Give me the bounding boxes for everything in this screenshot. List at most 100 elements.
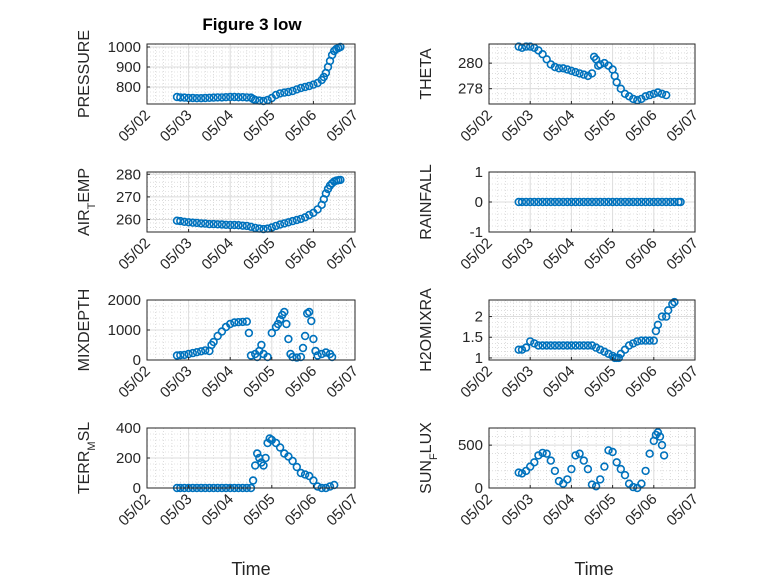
data-point	[563, 65, 572, 74]
data-point	[668, 299, 677, 309]
data-point	[641, 92, 650, 101]
data-point	[676, 197, 685, 207]
data-point	[525, 337, 535, 346]
x-tick-label: 05/05	[240, 363, 279, 402]
data-point	[188, 218, 198, 227]
subplot-3: 260 270 280 05/02 05/03 05/04 05/05 05/06 05/07 A…	[76, 166, 362, 273]
data-point	[620, 470, 630, 480]
y-axis-label: TERRMSL	[76, 422, 98, 494]
data-point	[525, 42, 535, 51]
data-point	[288, 216, 297, 226]
data-point	[604, 446, 613, 455]
data-point	[259, 224, 268, 234]
data-point	[558, 341, 568, 350]
data-point	[614, 353, 623, 363]
y-axis-label: MIXDEPTH	[76, 289, 93, 372]
data-point	[188, 93, 198, 103]
y-tick-label: 0	[133, 480, 141, 497]
data-point	[550, 341, 560, 350]
data-point	[628, 94, 638, 104]
data-point	[530, 197, 539, 207]
y-axis-label: H2OMIXRA	[418, 288, 435, 372]
data-point	[300, 331, 310, 341]
data-point	[567, 341, 576, 350]
data-point	[670, 297, 679, 307]
subplot-6: 1 1.5 2 05/02 05/03 05/04 05/05 05/06 05/07 H2OMI…	[418, 288, 702, 401]
data-point	[595, 475, 605, 484]
y-tick-label: 270	[116, 189, 141, 206]
data-point	[616, 197, 625, 207]
data-point	[567, 66, 576, 76]
data-point	[591, 482, 601, 491]
x-tick-label: 05/02	[115, 235, 154, 274]
data-point	[663, 306, 673, 315]
data-point	[209, 337, 218, 347]
y-tick-label: 900	[116, 59, 141, 76]
data-point	[653, 88, 663, 97]
data-point	[641, 336, 650, 345]
data-point	[259, 461, 268, 470]
x-tick-label: 05/07	[323, 107, 362, 146]
data-point	[261, 453, 270, 463]
x-axis-label-left: Time	[231, 559, 270, 579]
x-tick-label: 05/06	[282, 107, 321, 146]
data-point	[242, 317, 252, 326]
data-point	[567, 197, 576, 207]
data-point	[534, 451, 543, 460]
data-point	[637, 197, 646, 207]
data-point	[226, 92, 235, 102]
data-point	[579, 70, 588, 79]
x-tick-label: 05/04	[540, 107, 579, 146]
data-point	[604, 197, 613, 207]
data-point	[282, 319, 291, 329]
data-point	[273, 319, 283, 329]
axes-frame	[488, 299, 696, 361]
data-point	[637, 336, 646, 345]
x-tick-label: 05/05	[581, 235, 620, 274]
data-point	[253, 449, 262, 458]
data-point	[657, 197, 667, 207]
data-point	[201, 219, 210, 228]
x-tick-label: 05/03	[498, 107, 537, 146]
data-point	[600, 197, 609, 207]
y-tick-label: 280	[116, 166, 141, 183]
data-point	[542, 341, 551, 350]
data-point	[271, 90, 281, 100]
data-point	[234, 221, 243, 230]
data-point	[196, 219, 206, 228]
data-point	[176, 93, 185, 102]
x-tick-label: 05/06	[282, 491, 321, 530]
data-point	[521, 343, 531, 352]
data-point	[184, 218, 193, 227]
x-tick-label: 05/03	[498, 235, 537, 274]
data-point	[637, 479, 646, 488]
x-tick-label: 05/04	[540, 235, 579, 274]
axes-frame	[146, 43, 356, 105]
data-point	[661, 197, 671, 207]
data-point	[234, 92, 243, 102]
x-tick-label: 05/03	[157, 235, 196, 274]
x-tick-label: 05/03	[498, 363, 537, 402]
x-tick-label: 05/07	[663, 363, 702, 402]
data-point	[649, 336, 658, 345]
data-point	[201, 93, 210, 103]
data-point	[591, 197, 601, 207]
data-point	[546, 197, 555, 207]
data-point	[321, 189, 331, 198]
data-point	[238, 221, 247, 230]
data-point	[263, 95, 272, 105]
data-point	[221, 92, 231, 102]
data-point	[612, 458, 621, 467]
data-point	[575, 69, 584, 78]
y-axis-label: PRESSURE	[76, 30, 93, 118]
data-point	[575, 341, 584, 350]
data-point	[641, 197, 650, 207]
data-point	[309, 334, 318, 344]
data-point	[608, 447, 617, 457]
data-point	[305, 210, 314, 220]
data-point	[542, 55, 551, 64]
data-point	[284, 452, 293, 461]
data-point	[321, 348, 331, 357]
data-point	[205, 219, 214, 229]
